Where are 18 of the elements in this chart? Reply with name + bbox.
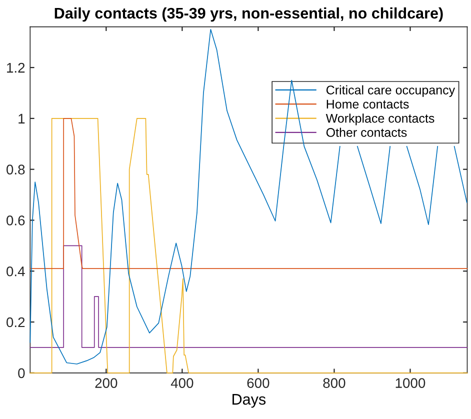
- y-tick-label: 1: [18, 114, 25, 124]
- y-tick-label: 0.8: [6, 164, 25, 174]
- y-tick-label: 0.6: [6, 216, 25, 226]
- x-tick-label: 600: [247, 378, 270, 388]
- legend-label: Workplace contacts: [326, 114, 434, 126]
- legend-label: Other contacts: [326, 128, 407, 137]
- legend-label: Critical care occupancy: [326, 85, 456, 97]
- y-tick-label: 1.2: [7, 62, 25, 73]
- y-tick-label: 0.2: [6, 317, 25, 328]
- x-tick-label: 400: [170, 378, 194, 388]
- legend-label: Home contacts: [326, 100, 409, 109]
- y-tick-label: 0: [18, 368, 25, 378]
- y-tick-label: 0.4: [6, 266, 25, 276]
- x-tick-label: 800: [323, 378, 346, 388]
- chart-title: Daily contacts (35-39 yrs, non-essential, no childcare): [54, 7, 443, 22]
- x-tick-label: 1000: [396, 378, 426, 388]
- x-axis-title: Days: [232, 394, 266, 408]
- x-tick-label: 200: [95, 378, 118, 388]
